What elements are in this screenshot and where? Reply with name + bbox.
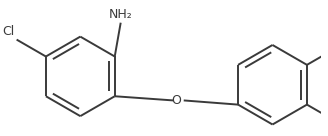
Text: O: O xyxy=(172,94,181,107)
Text: Cl: Cl xyxy=(2,24,14,38)
Text: NH₂: NH₂ xyxy=(109,8,133,21)
